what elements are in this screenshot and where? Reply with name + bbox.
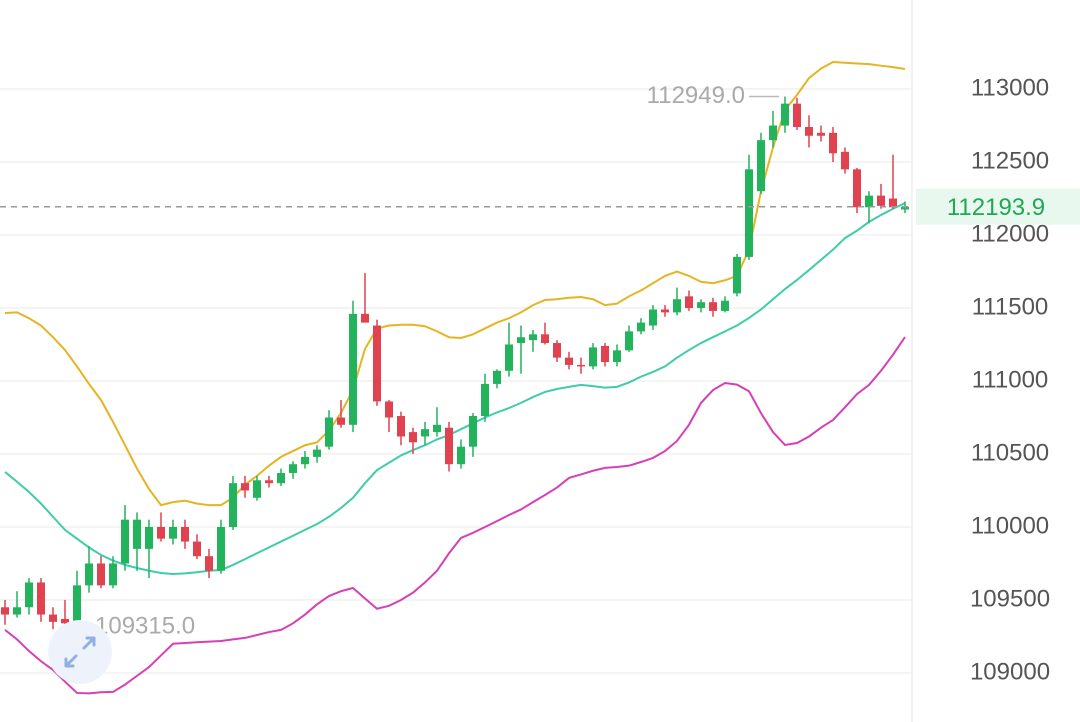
candle-body (97, 563, 105, 586)
candle-body (397, 416, 405, 437)
candle-body (733, 256, 741, 294)
candle-body (433, 424, 441, 433)
candle-body (445, 427, 453, 465)
candle-body (565, 357, 573, 365)
candle-body (781, 103, 789, 126)
candle-body (73, 585, 81, 624)
candle-body (817, 132, 825, 136)
candle-body (745, 169, 753, 257)
candle-body (289, 464, 297, 473)
y-tick-label: 109000 (970, 658, 1050, 685)
candle-body (517, 337, 525, 344)
y-tick-label: 111500 (972, 293, 1049, 320)
candle-body (277, 472, 285, 484)
candle-body (529, 334, 537, 341)
candle-body (889, 198, 897, 208)
expand-icon[interactable] (64, 636, 96, 668)
candle-body (61, 618, 69, 624)
candle-body (841, 151, 849, 170)
candle-body (409, 432, 417, 443)
band-line (4, 336, 906, 695)
candle-body (193, 541, 201, 557)
candle-body (133, 519, 141, 549)
low-marker-label: 109315.0 (95, 612, 195, 639)
candle-body (601, 345, 609, 363)
candle-body (337, 417, 345, 425)
candle-body (829, 132, 837, 154)
expand-bg[interactable] (48, 620, 112, 684)
candle-body (421, 429, 429, 437)
candle-body (37, 582, 45, 615)
candle-body (1, 607, 9, 615)
candle-body (769, 125, 777, 141)
candle-body (85, 563, 93, 586)
expand-button[interactable] (48, 620, 112, 684)
candle-body (469, 416, 477, 447)
candle-body (493, 370, 501, 384)
candle-body (109, 563, 117, 586)
candle-body (253, 480, 261, 498)
candle-body (325, 417, 333, 447)
band-line (4, 202, 906, 575)
candle-body (313, 449, 321, 457)
candle-body (217, 526, 225, 571)
candle-body (373, 325, 381, 402)
candle-body (865, 195, 873, 208)
candle-body (181, 526, 189, 542)
candle-body (49, 614, 57, 622)
candle-body (853, 169, 861, 208)
candle-body (457, 446, 465, 465)
candle-body (265, 480, 273, 484)
candle-body (205, 556, 213, 571)
candle-body (385, 401, 393, 418)
candle-body (793, 103, 801, 127)
candle-body (685, 296, 693, 309)
candle-body (157, 526, 165, 539)
candle-body (553, 343, 561, 358)
y-tick-label: 113000 (971, 74, 1049, 101)
y-tick-label: 109500 (970, 585, 1050, 612)
candle-body (709, 302, 717, 311)
band-line (4, 61, 906, 507)
candle-body (505, 344, 513, 371)
candle-body (673, 299, 681, 313)
y-tick-label: 112000 (971, 220, 1049, 247)
candle-body (541, 334, 549, 344)
y-tick-label: 110000 (971, 512, 1049, 539)
candle-body (241, 483, 249, 491)
y-tick-label: 112500 (971, 147, 1049, 174)
candle-body (625, 331, 633, 351)
last-price-label: 112193.9 (947, 194, 1045, 221)
candle-body (349, 313, 357, 425)
candle-body (361, 313, 369, 323)
candle-body (121, 519, 129, 564)
candle-body (301, 456, 309, 465)
candle-body (901, 206, 909, 210)
candle-body (721, 300, 729, 311)
candle-body (169, 526, 177, 539)
candle-body (613, 350, 621, 363)
candle-body (661, 309, 669, 313)
y-tick-label: 111000 (972, 366, 1049, 393)
last-price-tag (916, 188, 1080, 225)
candle-body (481, 383, 489, 417)
candle-body (649, 309, 657, 326)
candle-body (589, 347, 597, 367)
candle-body (25, 582, 33, 608)
candle-body (877, 195, 885, 206)
candle-body (229, 483, 237, 527)
candle-body (145, 526, 153, 549)
candle-body (805, 126, 813, 136)
candle-body (577, 364, 585, 367)
y-tick-label: 110500 (971, 439, 1049, 466)
candle-body (13, 607, 21, 615)
candle-body (757, 140, 765, 192)
candle-body (697, 302, 705, 309)
candle-body (637, 322, 645, 332)
high-marker-label: 112949.0 (647, 82, 745, 109)
